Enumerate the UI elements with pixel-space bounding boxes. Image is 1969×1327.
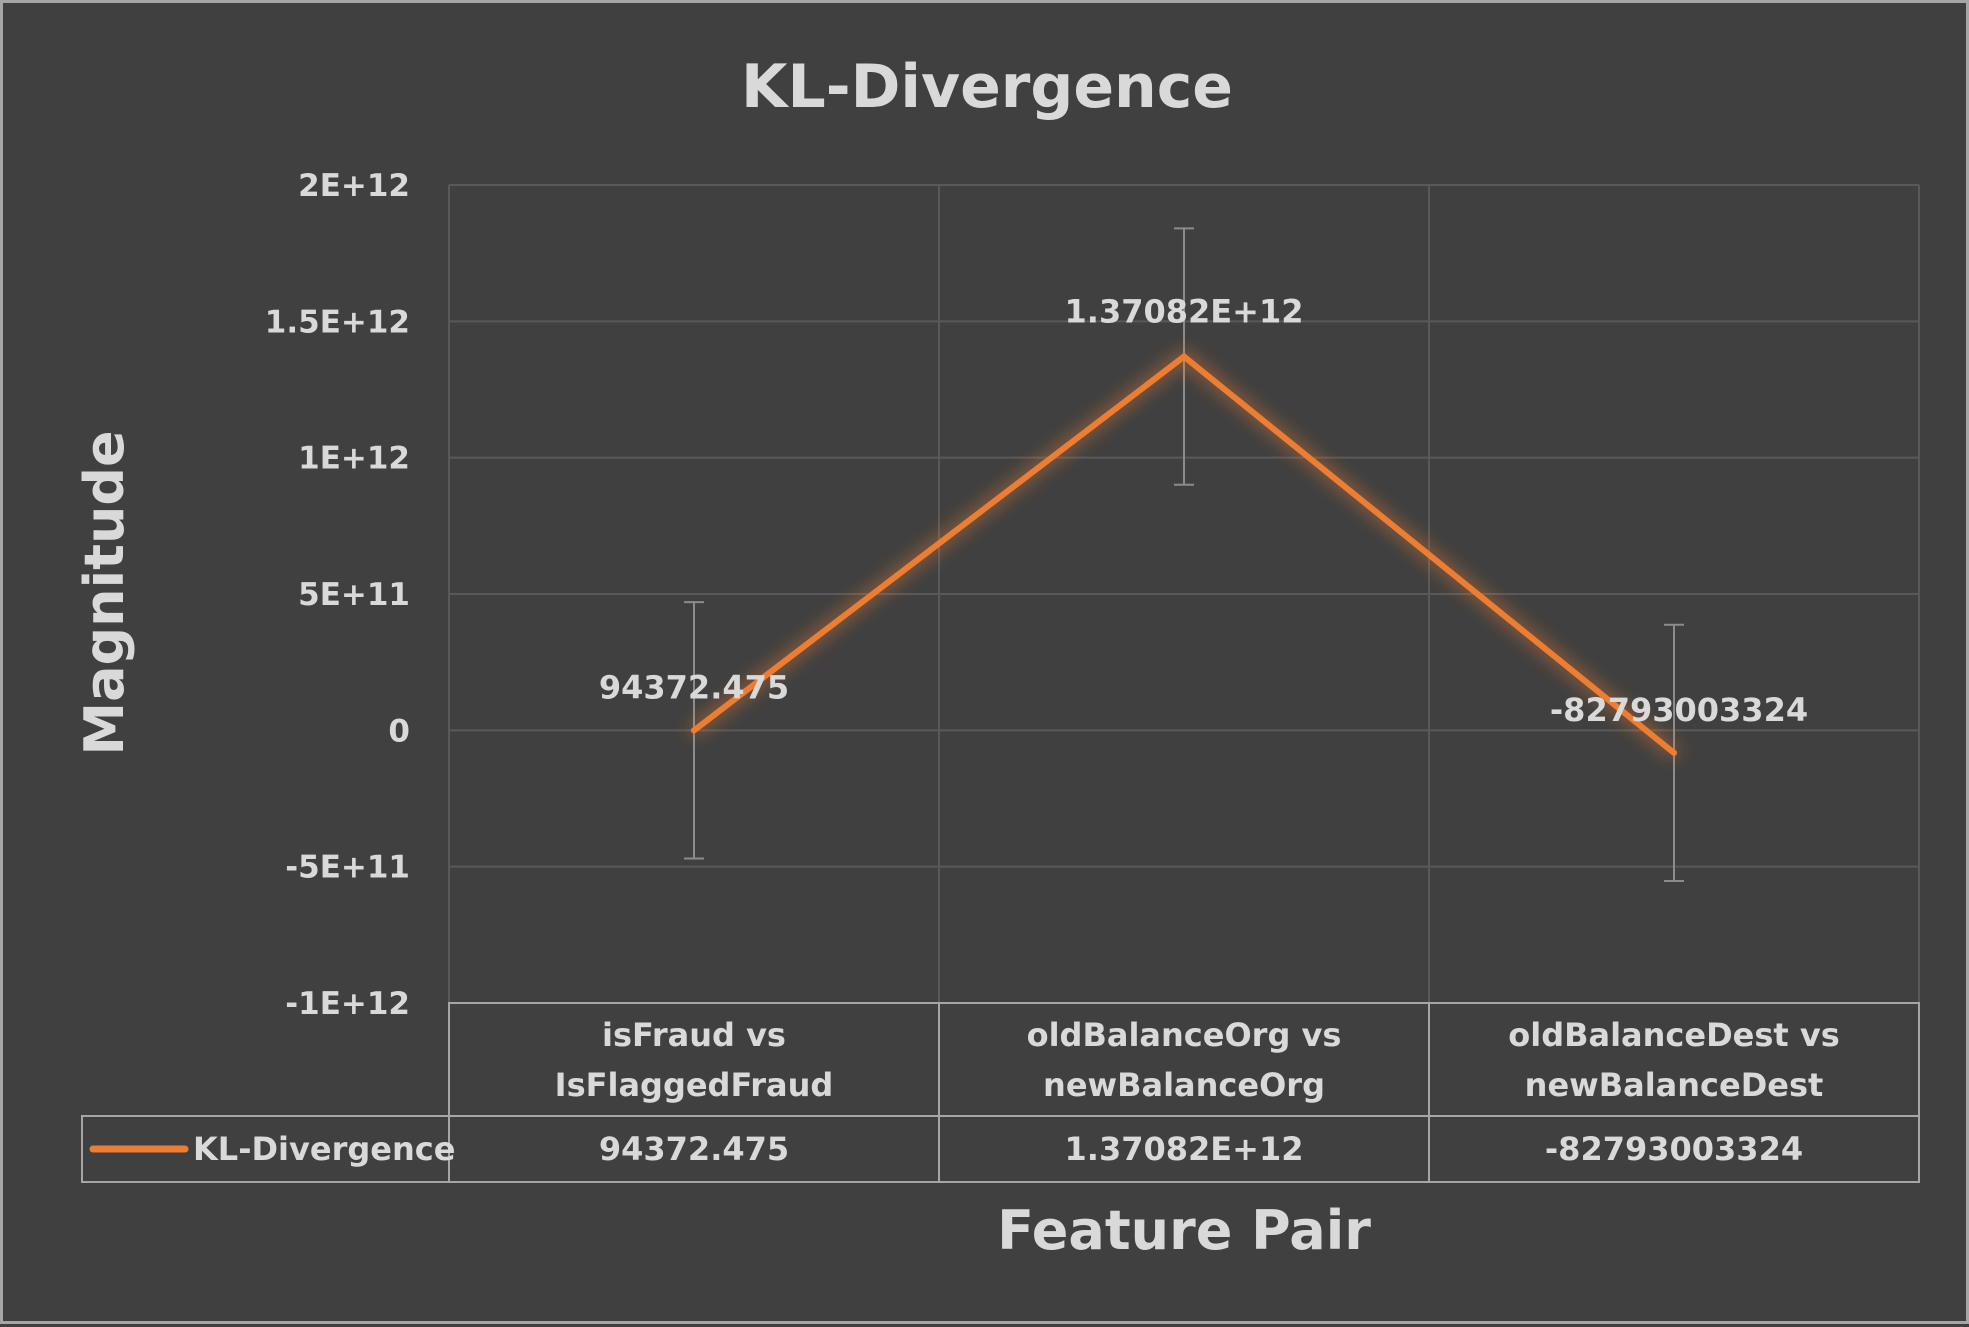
data-label: 1.37082E+12: [1065, 293, 1304, 331]
x-axis-title: Feature Pair: [997, 1199, 1371, 1262]
chart-title: KL-Divergence: [741, 52, 1233, 122]
x-category-label: oldBalanceDest vs: [1508, 1016, 1840, 1054]
legend-label: KL-Divergence: [193, 1130, 455, 1168]
data-labels: 94372.475 1.37082E+12 -82793003324: [599, 293, 1808, 729]
x-category-label: isFraud vs: [602, 1016, 786, 1054]
y-tick-label: 1E+12: [298, 441, 410, 477]
y-axis-title: Magnitude: [73, 430, 136, 755]
data-label: 94372.475: [599, 668, 789, 706]
data-table-value: 1.37082E+12: [1065, 1130, 1304, 1168]
y-axis-ticks: 2E+12 1.5E+12 1E+12 5E+11 0 -5E+11 -1E+12: [265, 168, 410, 1022]
data-point: [691, 727, 697, 734]
data-point: [1181, 353, 1187, 360]
y-tick-label: 0: [388, 713, 410, 749]
series-kl-divergence: [684, 227, 1684, 883]
x-category-label: newBalanceOrg: [1043, 1066, 1325, 1104]
data-label: -82793003324: [1550, 691, 1808, 729]
data-table-value: -82793003324: [1545, 1130, 1803, 1168]
data-table: isFraud vs IsFlaggedFraud oldBalanceOrg vs…: [81, 1002, 1920, 1183]
x-category-label: IsFlaggedFraud: [555, 1066, 834, 1104]
kl-divergence-chart: KL-Divergence 2E+12 1.5E+12 1E+12 5E+11 0 -5E…: [73, 52, 1920, 1262]
y-tick-label: -5E+11: [285, 850, 410, 886]
y-tick-label: 2E+12: [298, 168, 410, 204]
data-point: [1671, 749, 1677, 756]
y-tick-label: 5E+11: [298, 577, 410, 613]
data-table-value: 94372.475: [599, 1130, 789, 1168]
y-tick-label: -1E+12: [285, 986, 410, 1022]
x-category-label: oldBalanceOrg vs: [1027, 1016, 1342, 1054]
y-tick-label: 1.5E+12: [265, 304, 410, 340]
x-category-label: newBalanceDest: [1525, 1066, 1824, 1104]
